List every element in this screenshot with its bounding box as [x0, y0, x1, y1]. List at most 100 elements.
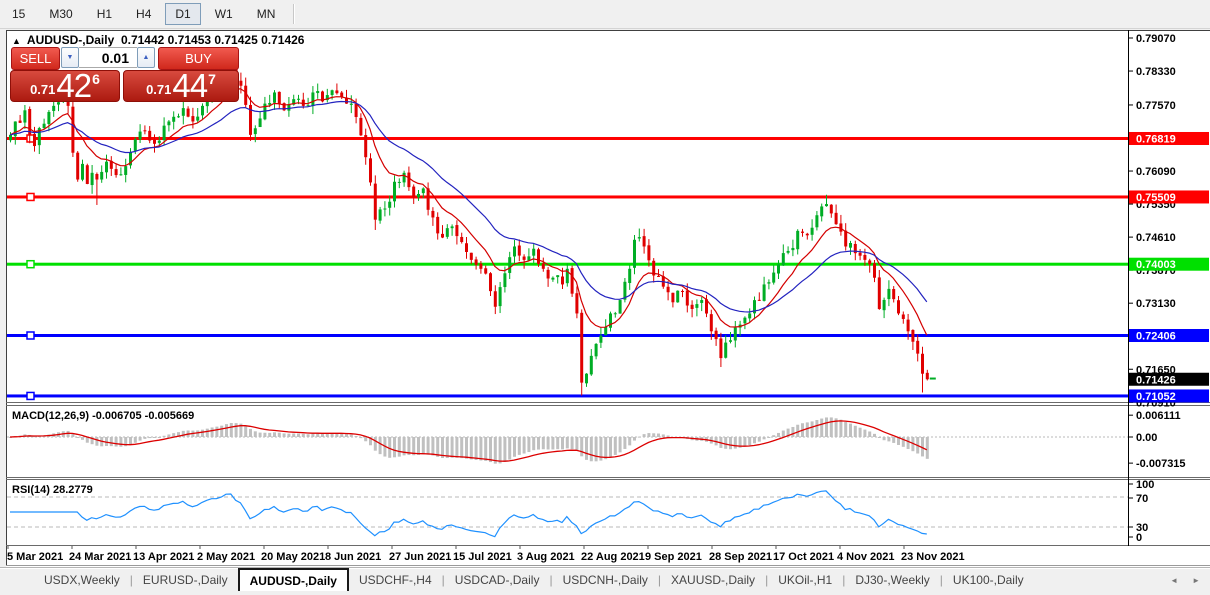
chart-tab-usdcaddaily[interactable]: USDCAD-,Daily	[454, 572, 540, 587]
ma-fast-line	[9, 88, 928, 336]
svg-text:0.006111: 0.006111	[1136, 410, 1181, 422]
sell-button[interactable]: SELL	[11, 47, 60, 70]
hline-price-label	[1129, 257, 1209, 271]
ohlc-values: 0.71442 0.71453 0.71425 0.71426	[120, 33, 305, 47]
svg-text:3 Aug 2021: 3 Aug 2021	[517, 551, 575, 563]
hline-price-label	[1129, 131, 1209, 145]
bid-big-digits: 42	[56, 67, 92, 104]
svg-text:23 Nov 2021: 23 Nov 2021	[901, 551, 965, 563]
svg-text:17 Oct 2021: 17 Oct 2021	[773, 551, 834, 563]
svg-text:0.71052: 0.71052	[1136, 391, 1176, 403]
tab-scroll-right-icon[interactable]: ►	[1192, 575, 1200, 585]
chart-tab-usdxweekly[interactable]: USDX,Weekly	[44, 572, 120, 587]
chart-tab-usdcnhdaily[interactable]: USDCNH-,Daily	[562, 572, 648, 587]
rsi-title: RSI(14) 28.2779	[12, 484, 93, 496]
bid-prefix: 0.71	[30, 82, 56, 97]
hline-price-label	[1129, 329, 1209, 342]
chart-tab-usdchfh4[interactable]: USDCHF-,H4	[358, 572, 432, 587]
svg-text:0.76090: 0.76090	[1136, 166, 1176, 178]
volume-input[interactable]	[79, 47, 137, 68]
tab-separator: |	[939, 572, 943, 587]
svg-text:5 Mar 2021: 5 Mar 2021	[7, 551, 63, 563]
svg-text:0.00: 0.00	[1136, 432, 1157, 444]
macd-histogram	[9, 417, 929, 464]
svg-text:20 May 2021: 20 May 2021	[261, 551, 325, 563]
symbol-period-label: AUDUSD-,Daily	[26, 33, 115, 47]
svg-text:27 Jun 2021: 27 Jun 2021	[389, 551, 451, 563]
chart-tab-audusddaily[interactable]: AUDUSD-,Daily	[237, 568, 349, 591]
volume-spinner: ▼ ▲	[61, 47, 155, 68]
tab-scroll-buttons: ◄ ►	[1170, 568, 1200, 592]
bid-pip-digit: 6	[92, 71, 100, 87]
timeframe-button-h4[interactable]: H4	[136, 7, 152, 21]
svg-text:70: 70	[1136, 493, 1148, 505]
hline-anchor[interactable]	[26, 134, 35, 143]
tab-separator: |	[657, 572, 662, 587]
svg-text:30: 30	[1136, 522, 1148, 534]
svg-text:0.79070: 0.79070	[1136, 33, 1176, 45]
hline-price-label	[1129, 389, 1209, 403]
hline-0.75509[interactable]	[7, 195, 1128, 199]
chart-tab-bar: USDX,Weekly | EURUSD-,Daily AUDUSD-,Daily US…	[0, 567, 1210, 591]
svg-text:0.72406: 0.72406	[1136, 331, 1176, 343]
svg-text:8 Jun 2021: 8 Jun 2021	[325, 551, 381, 563]
svg-text:13 Apr 2021: 13 Apr 2021	[133, 551, 194, 563]
svg-text:-0.007315: -0.007315	[1136, 458, 1186, 470]
hline-anchor[interactable]	[26, 259, 35, 269]
svg-text:0.78330: 0.78330	[1136, 66, 1176, 78]
chart-tab-xauusddaily[interactable]: XAUUSD-,Daily	[671, 572, 756, 587]
hline-anchor[interactable]	[26, 192, 35, 202]
date-axis[interactable]: 5 Mar 2021 24 Mar 2021 13 Apr 2021 2 May 20…	[7, 546, 965, 563]
ma-slow-line	[9, 100, 928, 313]
timeframe-toolbar: 15 M30 H1 H4 D1 W1 MN	[0, 0, 1210, 29]
svg-text:24 Mar 2021: 24 Mar 2021	[69, 551, 131, 563]
macd-title: MACD(12,26,9) -0.006705 -0.005669	[12, 410, 194, 422]
timeframe-button-d1[interactable]: D1	[165, 3, 201, 25]
rsi-line	[10, 490, 927, 538]
svg-text:15 Jul 2021: 15 Jul 2021	[453, 551, 512, 563]
chart-canvas[interactable]: 0.790700.783300.775700.760900.753500.746…	[6, 30, 1210, 567]
tab-scroll-left-icon[interactable]: ◄	[1170, 575, 1179, 585]
chart-tab-eurusddaily[interactable]: EURUSD-,Daily	[142, 572, 228, 587]
svg-text:28 Sep 2021: 28 Sep 2021	[709, 551, 772, 563]
svg-text:9 Sep 2021: 9 Sep 2021	[645, 551, 702, 563]
ask-prefix: 0.71	[146, 82, 172, 97]
buy-button[interactable]: BUY	[158, 47, 239, 70]
price-axis-ticks: 0.790700.783300.775700.760900.753500.746…	[1128, 33, 1209, 544]
chart-tab-ukoilh1[interactable]: UKOil-,H1	[778, 572, 833, 587]
chart-title: ▲ AUDUSD-,Daily 0.71442 0.71453 0.71425 0…	[12, 33, 304, 47]
timeframe-button-m30[interactable]: M30	[49, 7, 73, 21]
ask-pip-digit: 7	[208, 71, 216, 87]
volume-decrease-button[interactable]: ▼	[61, 47, 79, 68]
ask-price-button[interactable]: 0.71 44 7	[123, 67, 239, 104]
hline-anchor[interactable]	[26, 331, 35, 340]
chart-tab-dj30weekly[interactable]: DJ30-,Weekly	[855, 572, 930, 587]
tab-separator: |	[549, 572, 553, 587]
hline-anchor[interactable]	[26, 391, 35, 401]
hline-0.72406[interactable]	[7, 334, 1128, 337]
hline-0.71052[interactable]	[7, 394, 1128, 398]
svg-text:100: 100	[1136, 479, 1154, 491]
bid-price-button[interactable]: 0.71 42 6	[10, 67, 120, 104]
volume-increase-button[interactable]: ▲	[137, 47, 155, 68]
hline-0.76819[interactable]	[7, 136, 1128, 140]
svg-text:22 Aug 2021: 22 Aug 2021	[581, 551, 645, 563]
timeframe-button-w1[interactable]: W1	[214, 7, 233, 21]
tab-separator: |	[765, 572, 769, 587]
hline-price-label	[1129, 190, 1209, 204]
collapse-panel-icon[interactable]: ▲	[12, 36, 21, 46]
svg-text:0.75509: 0.75509	[1136, 192, 1176, 204]
svg-text:0.71426: 0.71426	[1136, 374, 1176, 386]
macd-signal-line	[9, 420, 928, 462]
chart-tab-uk100daily[interactable]: UK100-,Daily	[952, 572, 1024, 587]
svg-text:0.74610: 0.74610	[1136, 232, 1176, 244]
timeframe-button-h1[interactable]: H1	[96, 7, 113, 21]
ask-big-digits: 44	[172, 67, 208, 104]
timeframe-button-mn[interactable]: MN	[256, 7, 276, 21]
tab-separator: |	[842, 572, 846, 587]
svg-text:4 Nov 2021: 4 Nov 2021	[837, 551, 894, 563]
svg-text:0.73130: 0.73130	[1136, 298, 1176, 310]
svg-text:0.74003: 0.74003	[1136, 259, 1176, 271]
timeframe-button-15[interactable]: 15	[12, 7, 26, 21]
